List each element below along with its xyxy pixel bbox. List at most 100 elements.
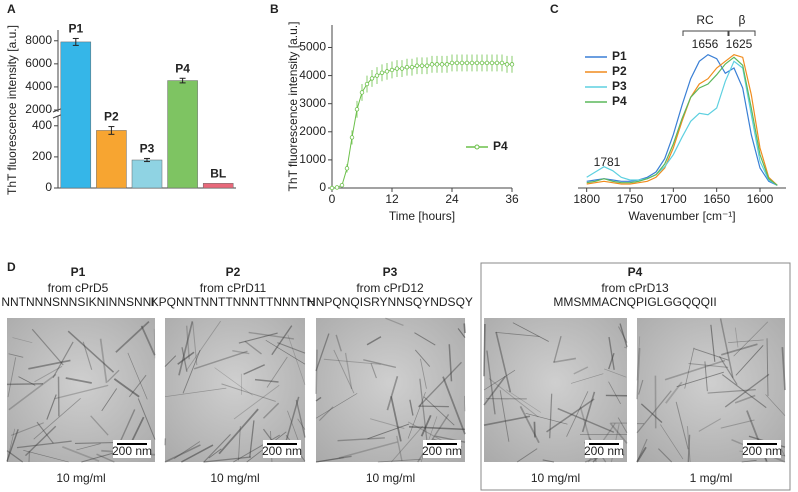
group-title: P1 bbox=[71, 265, 86, 279]
micrograph-fiber bbox=[570, 373, 604, 384]
point bbox=[484, 60, 490, 66]
scale-label: 200 nm bbox=[422, 444, 462, 458]
micrograph-fiber bbox=[407, 392, 426, 439]
micrograph-fiber bbox=[707, 389, 756, 394]
micrograph-fiber bbox=[385, 317, 404, 327]
micrograph-fiber bbox=[153, 328, 156, 359]
micrograph-fiber bbox=[457, 328, 466, 338]
y-tick-label: 0 bbox=[45, 180, 52, 194]
micrograph-fiber bbox=[640, 403, 663, 423]
micrograph-fiber bbox=[377, 458, 422, 463]
micrograph-fiber bbox=[18, 376, 36, 386]
micrograph-fiber bbox=[33, 397, 81, 440]
micrograph-fiber bbox=[581, 391, 596, 433]
micrograph-fiber bbox=[107, 369, 120, 383]
point bbox=[384, 69, 390, 74]
micrograph-fiber bbox=[733, 321, 768, 357]
point bbox=[424, 63, 430, 68]
micrograph-fiber bbox=[315, 396, 322, 402]
micrograph-fiber bbox=[65, 377, 92, 384]
micrograph-fiber bbox=[573, 366, 589, 375]
micrograph-fiber bbox=[442, 376, 466, 435]
micrograph-fiber bbox=[214, 367, 253, 396]
scale-label: 200 nm bbox=[112, 444, 152, 458]
y-tick-label: 8000 bbox=[25, 33, 52, 47]
micrograph-fiber bbox=[265, 339, 306, 365]
micrograph-fiber bbox=[495, 331, 512, 393]
point bbox=[454, 60, 460, 66]
bracket bbox=[728, 30, 756, 36]
micrograph-fiber bbox=[533, 421, 536, 438]
micrograph-fiber bbox=[516, 448, 538, 463]
bar bbox=[96, 130, 127, 189]
micrograph bbox=[637, 318, 785, 462]
micrograph-fiber bbox=[31, 328, 64, 366]
micrograph-fiber bbox=[137, 398, 156, 440]
point bbox=[379, 70, 385, 75]
micrograph-fiber bbox=[688, 362, 729, 368]
point bbox=[449, 60, 455, 66]
series-line bbox=[586, 60, 778, 186]
group-source: from cPrD11 bbox=[200, 281, 267, 295]
micrograph-fiber bbox=[495, 331, 540, 337]
x-tick-label: 1700 bbox=[660, 192, 687, 206]
concentration: 10 mg/ml bbox=[56, 471, 105, 485]
micrograph-fiber bbox=[233, 434, 281, 463]
micrograph-fiber bbox=[333, 349, 355, 394]
y-tick-label: 4000 bbox=[25, 79, 52, 93]
point bbox=[409, 64, 415, 70]
micrograph-fiber bbox=[164, 387, 227, 398]
point bbox=[364, 81, 370, 87]
bar-label: P3 bbox=[140, 142, 155, 156]
point bbox=[504, 62, 510, 67]
micrograph-fiber bbox=[636, 347, 641, 400]
y-tick-label: 2000 bbox=[25, 102, 52, 116]
micrograph bbox=[316, 318, 465, 462]
y-axis-label: ThT fluorescence intensity [a.u.] bbox=[5, 25, 19, 195]
point bbox=[344, 166, 350, 171]
micrograph-fiber bbox=[271, 325, 293, 356]
micrograph-fiber bbox=[718, 356, 738, 386]
annotation: 1625 bbox=[726, 37, 753, 51]
micrograph-fiber bbox=[315, 455, 352, 463]
micrograph-fiber bbox=[409, 399, 414, 416]
micrograph-fiber bbox=[608, 381, 621, 405]
micrograph-fiber bbox=[338, 441, 398, 459]
y-tick-label: 5000 bbox=[299, 40, 326, 54]
micrograph-fiber bbox=[6, 429, 19, 462]
micrograph-fiber bbox=[173, 441, 201, 459]
panel-label: D bbox=[7, 260, 16, 274]
panel-label: B bbox=[270, 2, 279, 16]
micrograph-fiber bbox=[177, 351, 195, 365]
micrograph-fiber bbox=[186, 320, 221, 371]
micrograph-fiber bbox=[665, 381, 683, 404]
micrograph-fiber bbox=[734, 327, 739, 348]
micrograph-fiber bbox=[704, 361, 708, 392]
micrograph-fiber bbox=[315, 456, 344, 463]
micrograph-fiber bbox=[8, 373, 57, 411]
micrograph-fiber bbox=[396, 435, 403, 462]
micrograph-fiber bbox=[741, 459, 757, 463]
micrograph-fiber bbox=[710, 324, 716, 362]
group-sequence: MMSMMACNQPIGLGGQQQII bbox=[553, 295, 716, 309]
micrograph-fiber bbox=[96, 453, 115, 463]
micrograph-fiber bbox=[728, 339, 764, 343]
point bbox=[339, 182, 345, 188]
micrograph-fiber bbox=[448, 344, 453, 382]
point bbox=[494, 60, 500, 66]
micrograph-fiber bbox=[636, 390, 672, 434]
micrograph-fiber bbox=[115, 321, 150, 353]
micrograph-fiber bbox=[483, 369, 516, 391]
point bbox=[334, 185, 340, 190]
micrograph-fiber bbox=[46, 394, 57, 420]
point bbox=[509, 62, 515, 67]
x-axis-label: Wavenumber [cm⁻¹] bbox=[628, 209, 735, 223]
micrograph-fiber bbox=[6, 382, 44, 386]
legend-label: P2 bbox=[612, 64, 627, 78]
micrograph-fiber bbox=[391, 425, 424, 463]
micrograph-fiber bbox=[566, 391, 589, 437]
micrograph-fiber bbox=[463, 323, 466, 334]
scale-label: 200 nm bbox=[742, 444, 782, 458]
micrograph-fiber bbox=[16, 440, 72, 449]
micrograph-fiber bbox=[335, 334, 342, 352]
